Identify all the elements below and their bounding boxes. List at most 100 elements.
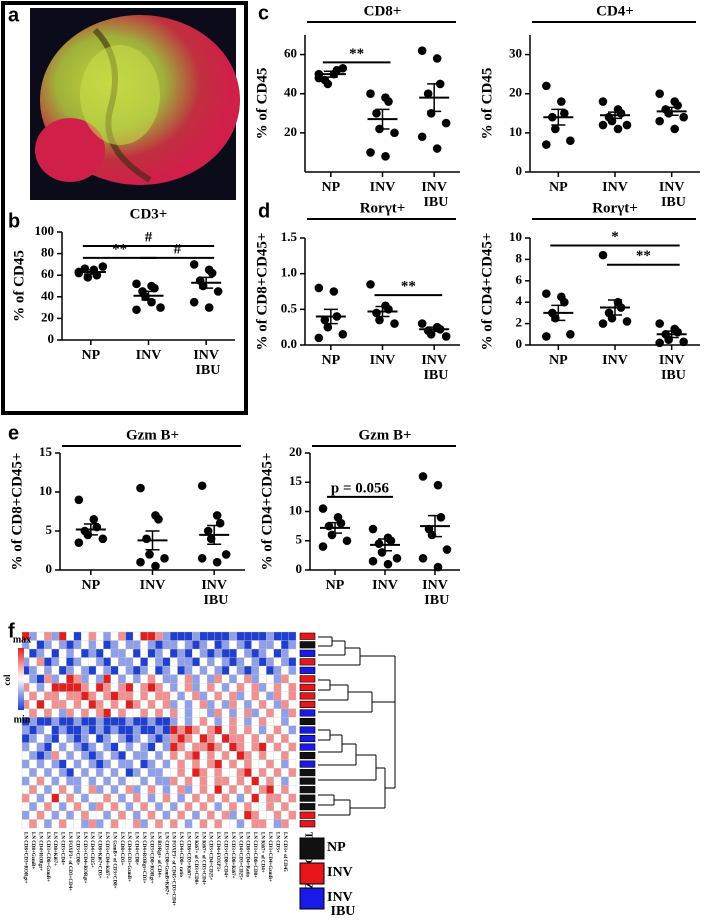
- heatmap-cell: [58, 648, 67, 658]
- heatmap-cell: [229, 631, 237, 641]
- heatmap-cell: [221, 810, 230, 820]
- heatmap-cell: [110, 742, 119, 752]
- heatmap-cell: [221, 691, 230, 701]
- heatmap-cell: [140, 682, 149, 692]
- heatmap-cell: [251, 657, 260, 667]
- data-point: [417, 132, 427, 142]
- heatmap-cell: [258, 768, 267, 778]
- heatmap-cell: [221, 768, 230, 778]
- heatmap-cell: [288, 768, 297, 778]
- heatmap-cell: [110, 759, 119, 769]
- column-label: LN CD8+CD3+: [119, 832, 124, 865]
- heatmap-cell: [177, 734, 186, 743]
- heatmap-cell: [251, 759, 260, 769]
- heatmap-cell: [29, 682, 37, 692]
- heatmap-cell: [288, 776, 297, 786]
- heatmap-cell: [258, 640, 267, 650]
- heatmap-cell: [103, 785, 112, 795]
- heatmap-cell: [29, 717, 37, 726]
- heatmap-cell: [147, 665, 156, 675]
- heatmap-cell: [236, 793, 245, 803]
- heatmap-cell: [177, 785, 186, 795]
- y-tick-label: 1.0: [281, 265, 297, 280]
- heatmap-cell: [184, 751, 193, 760]
- data-point: [598, 120, 608, 130]
- error-bar: [378, 538, 392, 552]
- heatmap-cell: [244, 631, 252, 641]
- heatmap-cell: [103, 682, 112, 692]
- heatmap-cell: [273, 691, 282, 701]
- heatmap-cell: [206, 657, 215, 667]
- heatmap-cell: [118, 810, 126, 820]
- heatmap-cell: [177, 708, 186, 718]
- heatmap-cell: [73, 640, 82, 650]
- heatmap-cell: [184, 725, 193, 735]
- heatmap-cell: [162, 734, 171, 743]
- heatmap-cell: [88, 725, 97, 735]
- heatmap-cell: [244, 742, 252, 752]
- heatmap-cell: [36, 640, 45, 650]
- column-label: LN CD4+FOXP3+: [215, 832, 220, 872]
- heatmap-cell: [206, 717, 215, 726]
- heatmap-cell: [36, 734, 45, 743]
- heatmap-cell: [184, 793, 193, 803]
- heatmap-cell: [266, 759, 274, 769]
- row-group: [299, 641, 316, 649]
- data-point: [136, 557, 145, 567]
- heatmap-cell: [36, 717, 45, 726]
- y-tick-label: 0.0: [281, 336, 297, 351]
- row-group: [299, 777, 316, 785]
- heatmap-cell: [58, 674, 67, 684]
- heatmap-cell: [169, 717, 178, 726]
- heatmap-cell: [266, 648, 274, 658]
- heatmap-cell: [103, 742, 112, 752]
- heatmap-cell: [206, 631, 215, 641]
- heatmap-cell: [169, 819, 178, 829]
- heatmap-cell: [81, 725, 89, 735]
- heatmap-cell: [266, 810, 274, 820]
- legend-swatch: [299, 887, 325, 910]
- error-bar: [323, 308, 338, 325]
- heatmap-cell: [192, 751, 200, 760]
- data-point: [390, 319, 399, 328]
- heatmap-cell: [236, 785, 245, 795]
- heatmap-cell: [288, 742, 297, 752]
- chart-title: CD8+: [364, 3, 402, 19]
- heatmap-cell: [273, 631, 282, 641]
- heatmap-cell: [199, 640, 208, 650]
- heatmap-cell: [273, 708, 282, 718]
- heatmap-cell: [36, 802, 45, 812]
- heatmap-cell: [206, 776, 215, 786]
- heatmap-cell: [206, 665, 215, 675]
- heatmap-cell: [251, 742, 260, 752]
- data-point: [375, 315, 384, 325]
- heatmap-cell: [103, 717, 112, 726]
- x-tick-label: INV: [602, 180, 628, 195]
- heatmap-cell: [229, 776, 237, 786]
- heatmap-cell: [288, 631, 297, 641]
- heatmap-cell: [169, 810, 178, 820]
- row-group: [299, 743, 316, 751]
- panel-letter: f: [8, 620, 15, 642]
- heatmap-cell: [281, 717, 289, 726]
- heatmap-cell: [199, 657, 208, 667]
- data-point: [441, 118, 451, 128]
- data-point: [98, 262, 108, 271]
- error-bar: [141, 290, 156, 301]
- heatmap-cell: [162, 819, 171, 829]
- error-bar: [328, 521, 342, 534]
- y-tick-label: 1.5: [281, 229, 298, 244]
- heatmap-cell: [192, 725, 200, 735]
- heatmap-cell: [118, 657, 126, 667]
- heatmap-cell: [44, 742, 52, 752]
- data-point: [560, 108, 569, 118]
- heatmap-cell: [44, 759, 52, 769]
- heatmap-cell: [147, 725, 156, 735]
- heatmap-cell: [214, 751, 223, 760]
- heatmap-cell: [236, 742, 245, 752]
- heatmap-cell: [81, 742, 89, 752]
- heatmap-cell: [147, 648, 156, 658]
- heatmap-cell: [51, 708, 60, 718]
- heatmap-cell: [140, 819, 149, 829]
- colorbar-min: min: [14, 714, 31, 725]
